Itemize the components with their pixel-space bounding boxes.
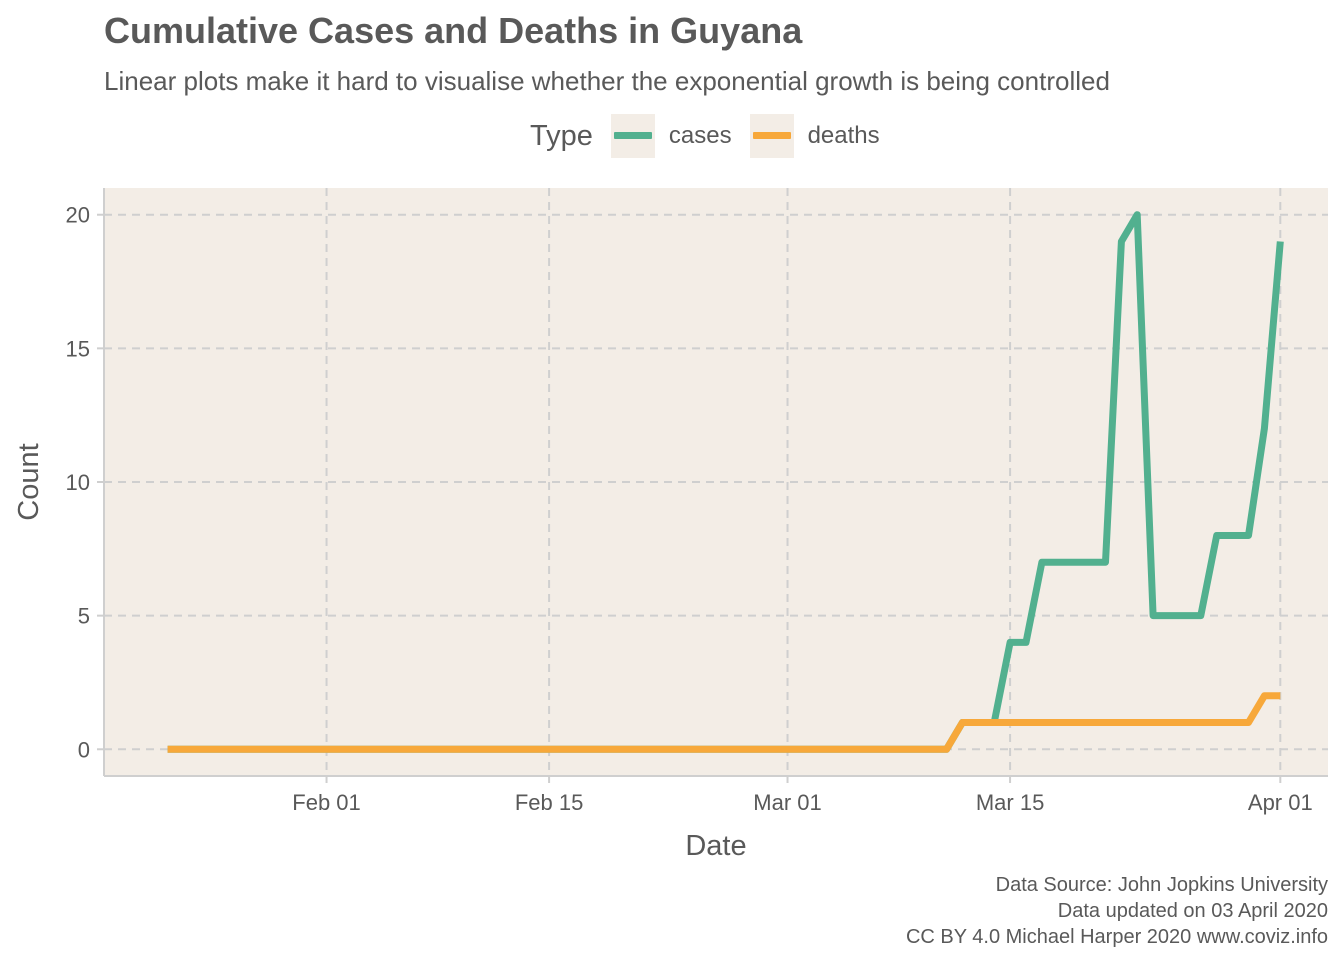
caption: Data Source: John Jopkins University Dat… [906, 872, 1328, 950]
legend-swatch-deaths [752, 132, 791, 139]
caption-source: Data Source: John Jopkins University [995, 874, 1328, 896]
y-tick-label: 10 [66, 470, 90, 495]
legend-swatch-cases [613, 132, 652, 139]
chart-subtitle: Linear plots make it hard to visualise w… [104, 66, 1110, 96]
legend-key-cases [610, 114, 655, 158]
legend-label-deaths: deaths [807, 122, 880, 149]
series-line-deaths [167, 692, 1281, 753]
caption-updated: Data updated on 03 April 2020 [1057, 900, 1328, 922]
y-tick-label: 5 [78, 604, 90, 629]
legend-title: Type [530, 119, 593, 152]
x-tick-label: Feb 15 [515, 790, 584, 815]
y-tick-label: 0 [78, 737, 90, 762]
x-tick-label: Apr 01 [1248, 790, 1313, 815]
x-tick-label: Mar 15 [976, 790, 1044, 815]
legend-label-cases: cases [668, 122, 732, 149]
y-tick-label: 20 [66, 203, 90, 228]
series-lines [167, 211, 1284, 753]
chart-title: Cumulative Cases and Deaths in Guyana [104, 10, 803, 51]
axes [97, 188, 1328, 783]
y-axis-title: Count [13, 443, 45, 520]
legend: Type cases deaths [530, 114, 898, 158]
y-tick-label: 15 [66, 336, 90, 361]
caption-license: CC BY 4.0 Michael Harper 2020 www.coviz.… [905, 926, 1328, 948]
x-tick-label: Mar 01 [753, 790, 821, 815]
tick-labels: 0 5 10 15 20 Feb 01 Feb 15 Mar 01 Mar 15 Apr 01 [66, 203, 1313, 815]
legend-key-deaths [749, 114, 794, 158]
x-axis-title: Date [685, 830, 746, 862]
x-tick-label: Feb 01 [292, 790, 361, 815]
